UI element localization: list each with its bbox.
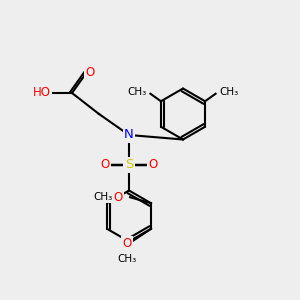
Text: O: O	[100, 158, 109, 172]
Text: CH₃: CH₃	[127, 87, 146, 97]
Text: O: O	[148, 158, 158, 172]
Text: CH₃: CH₃	[220, 87, 239, 97]
Text: O: O	[85, 65, 94, 79]
Text: N: N	[124, 128, 134, 142]
Text: O: O	[113, 191, 123, 204]
Text: HO: HO	[33, 86, 51, 100]
Text: O: O	[122, 237, 132, 250]
Text: S: S	[125, 158, 133, 172]
Text: CH₃: CH₃	[118, 254, 137, 264]
Text: CH₃: CH₃	[94, 192, 113, 202]
